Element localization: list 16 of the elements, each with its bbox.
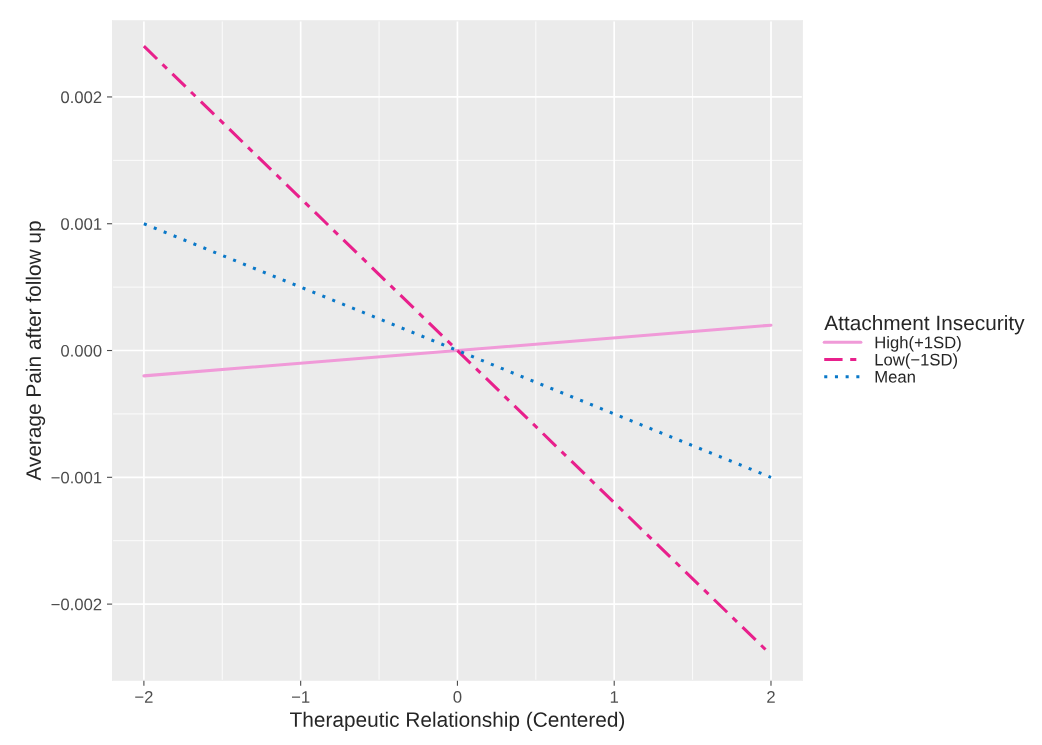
legend-label: Low(−1SD): [875, 353, 958, 369]
y-tick-label: 0.000: [61, 344, 102, 357]
x-tick-label: −1: [291, 691, 310, 703]
legend-label: High(+1SD): [875, 336, 961, 352]
x-tick-label: 0: [453, 691, 462, 703]
x-tick-label: −2: [135, 691, 153, 703]
legend-label: Mean: [875, 371, 915, 383]
x-tick-label: 1: [610, 691, 619, 703]
x-axis-title: Therapeutic Relationship (Centered): [290, 711, 625, 732]
x-tick-label: 2: [767, 691, 775, 703]
y-tick-label: 0.002: [61, 91, 102, 104]
y-tick-label: −0.002: [51, 598, 102, 611]
y-tick-label: −0.001: [51, 471, 102, 484]
y-tick-label: 0.001: [61, 218, 102, 230]
legend-title: Attachment Insecurity: [824, 315, 1025, 335]
y-axis-title: Average Pain after follow up: [25, 221, 46, 481]
